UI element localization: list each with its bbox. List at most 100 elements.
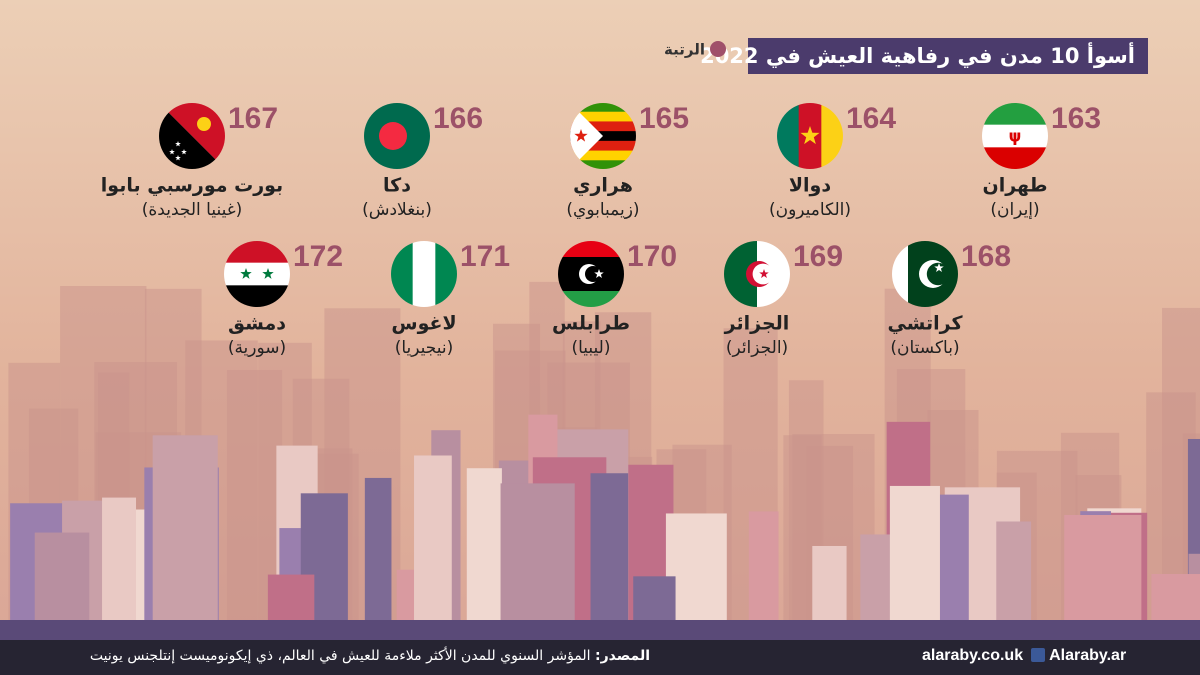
rank: 166 <box>433 102 483 135</box>
rank: 172 <box>293 240 343 273</box>
flag-star <box>574 129 588 142</box>
building <box>500 483 575 640</box>
building <box>152 435 218 640</box>
country-name: (غينيا الجديدة) <box>142 200 243 220</box>
flag <box>558 241 624 307</box>
flag <box>570 103 636 169</box>
flag-star <box>594 269 604 279</box>
country-name: (باكستان) <box>890 338 959 358</box>
building <box>466 468 502 640</box>
flag-stripe <box>412 241 436 307</box>
rank: 169 <box>793 240 843 273</box>
flag-stripe <box>570 121 636 132</box>
flag-star <box>169 149 175 155</box>
flag-stripe <box>570 160 636 169</box>
flag-star <box>800 126 820 145</box>
links: alaraby.co.uk Alaraby.ar <box>922 647 1126 665</box>
flag-crescent-cut <box>926 262 950 286</box>
flag-stripe <box>570 150 636 161</box>
city-name: طهران <box>983 175 1048 197</box>
flag <box>391 241 457 307</box>
building <box>1064 515 1142 640</box>
skyline <box>0 281 1200 640</box>
flag-star <box>934 263 944 273</box>
flag-stripe <box>558 291 624 307</box>
flag-stripe <box>224 241 290 264</box>
flag-stripe <box>777 103 800 169</box>
flag-stripe <box>982 103 1048 126</box>
rank: 167 <box>228 102 278 135</box>
title: أسوأ 10 مدن في رفاهية العيش في 2022 <box>700 41 1135 68</box>
flag-star <box>181 149 187 155</box>
country-name: (الجزائر) <box>726 338 788 358</box>
flag-triangle <box>570 103 603 169</box>
flag-stripe <box>570 111 636 122</box>
rank: 165 <box>639 102 689 135</box>
flag <box>777 103 843 169</box>
building <box>590 473 629 640</box>
street <box>0 620 1200 640</box>
city-name: لاغوس <box>391 313 456 335</box>
flag-stripe <box>908 241 926 307</box>
flag <box>364 103 430 169</box>
flag-stripe <box>982 124 1048 148</box>
flag-stripe <box>224 285 290 307</box>
city-name: طرابلس <box>552 313 630 335</box>
building <box>748 511 779 640</box>
flag-bird <box>197 117 211 131</box>
flag-stripe <box>558 241 624 258</box>
country-name: (ليبيا) <box>571 338 610 358</box>
flag-half <box>159 103 225 169</box>
flag-stripe <box>821 103 843 169</box>
flag-stripe <box>391 241 414 307</box>
country-name: (إيران) <box>990 200 1039 220</box>
flag-star <box>175 155 181 161</box>
building <box>364 477 392 640</box>
source: المصدر: المؤشر السنوي للمدن الأكثر ملاءم… <box>90 648 650 664</box>
rank: 168 <box>961 240 1011 273</box>
building <box>102 497 137 640</box>
city-name: دوالا <box>789 175 831 197</box>
flag <box>159 103 225 169</box>
rank: 163 <box>1051 102 1101 135</box>
flag-stripe <box>982 147 1048 169</box>
city-list: ψ 163 طهران (إيران) 164 دوالا (الكاميرون) 165 هر… <box>101 102 1101 358</box>
city-name: الجزائر <box>724 313 790 335</box>
facebook: Alaraby.ar <box>1049 647 1127 664</box>
title-box <box>748 38 1148 74</box>
country-name: (زيمبابوي) <box>566 200 639 220</box>
city-name: دمشق <box>228 313 286 335</box>
flag-stripe <box>224 262 290 286</box>
country-name: (بنغلادش) <box>362 200 432 220</box>
footer: المصدر: المؤشر السنوي للمدن الأكثر ملاءم… <box>0 640 1200 675</box>
flag-star <box>262 268 274 279</box>
city-name: دكا <box>383 175 411 197</box>
country-name: (نيجيريا) <box>395 338 454 358</box>
flag-crescent-cut <box>585 266 601 282</box>
legend-label: الرتبة <box>664 41 705 59</box>
legend-swatch <box>710 41 726 57</box>
flag-stripe <box>570 131 636 142</box>
flag-stripe <box>570 140 636 152</box>
city-name: كراتشي <box>887 313 963 335</box>
flag <box>724 241 790 307</box>
flag-star <box>175 141 181 147</box>
flag-stripe <box>435 241 457 307</box>
flag: ψ <box>982 103 1048 169</box>
source-label: المصدر: <box>595 648 650 664</box>
flag-star <box>240 268 252 279</box>
flag-disc <box>379 122 407 150</box>
flag <box>224 241 290 307</box>
country-name: (سورية) <box>228 338 286 358</box>
flag-star <box>759 269 769 279</box>
website: alaraby.co.uk <box>922 647 1024 664</box>
rank: 164 <box>846 102 896 135</box>
canvas: أسوأ 10 مدن في رفاهية العيش في 2022 الرت… <box>0 38 1200 640</box>
facebook-icon <box>1031 648 1046 662</box>
source-text: المؤشر السنوي للمدن الأكثر ملاءمة للعيش … <box>89 648 591 664</box>
building <box>414 455 452 640</box>
building <box>665 513 727 640</box>
city-name: بورت مورسبي بابوا <box>101 175 283 197</box>
flag-stripe <box>570 103 636 113</box>
